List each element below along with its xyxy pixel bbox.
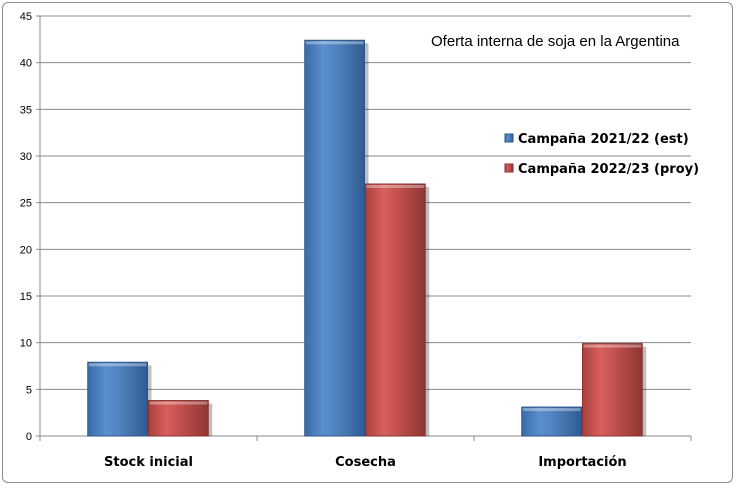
y-tick-label: 0 bbox=[26, 431, 32, 443]
bars bbox=[87, 39, 647, 437]
legend-label: Campaña 2022/23 (proy) bbox=[518, 162, 699, 177]
bar bbox=[148, 400, 209, 437]
labels: 0 5 10 15 20 25 30 35 40 45 Stock inicial Cosecha Im… bbox=[20, 11, 627, 470]
y-tick-label: 5 bbox=[26, 384, 32, 396]
bar-campana-2021-22-1 bbox=[304, 39, 369, 437]
x-tick-label: Stock inicial bbox=[104, 455, 193, 470]
legend: Campaña 2021/22 (est) Campaña 2022/23 (pr… bbox=[504, 132, 699, 177]
legend-swatch bbox=[504, 133, 514, 143]
bar-campana-2022-23-1 bbox=[365, 183, 430, 437]
bar bbox=[365, 183, 426, 437]
bar bbox=[87, 361, 148, 437]
bar-highlight bbox=[522, 408, 581, 412]
bar-highlight bbox=[305, 41, 364, 45]
bar bbox=[521, 406, 582, 437]
bar-campana-2022-23-2 bbox=[582, 343, 647, 437]
bar bbox=[582, 343, 643, 437]
bar-campana-2021-22-0 bbox=[87, 361, 152, 437]
x-tick-label: Cosecha bbox=[335, 455, 396, 470]
x-tick-label: Importación bbox=[538, 455, 626, 470]
y-tick-label: 30 bbox=[20, 151, 32, 163]
y-tick-label: 25 bbox=[20, 198, 32, 210]
bar bbox=[304, 39, 365, 437]
y-tick-label: 45 bbox=[20, 11, 32, 23]
chart-title: Oferta interna de soja en la Argentina bbox=[431, 33, 680, 50]
bar-campana-2022-23-0 bbox=[148, 400, 213, 437]
y-tick-label: 15 bbox=[20, 291, 32, 303]
legend-item: Campaña 2021/22 (est) bbox=[504, 132, 689, 147]
legend-swatch bbox=[504, 163, 514, 173]
y-tick-label: 20 bbox=[20, 244, 32, 256]
bar-campana-2021-22-2 bbox=[521, 406, 586, 437]
y-tick-label: 10 bbox=[20, 338, 32, 350]
bar-highlight bbox=[149, 401, 208, 405]
legend-item: Campaña 2022/23 (proy) bbox=[504, 162, 699, 177]
y-tick-label: 40 bbox=[20, 58, 32, 70]
bar-highlight bbox=[88, 363, 147, 367]
bar-highlight bbox=[366, 185, 425, 188]
legend-label: Campaña 2021/22 (est) bbox=[518, 132, 689, 147]
y-tick-label: 35 bbox=[20, 104, 32, 116]
bar-highlight bbox=[583, 344, 642, 348]
